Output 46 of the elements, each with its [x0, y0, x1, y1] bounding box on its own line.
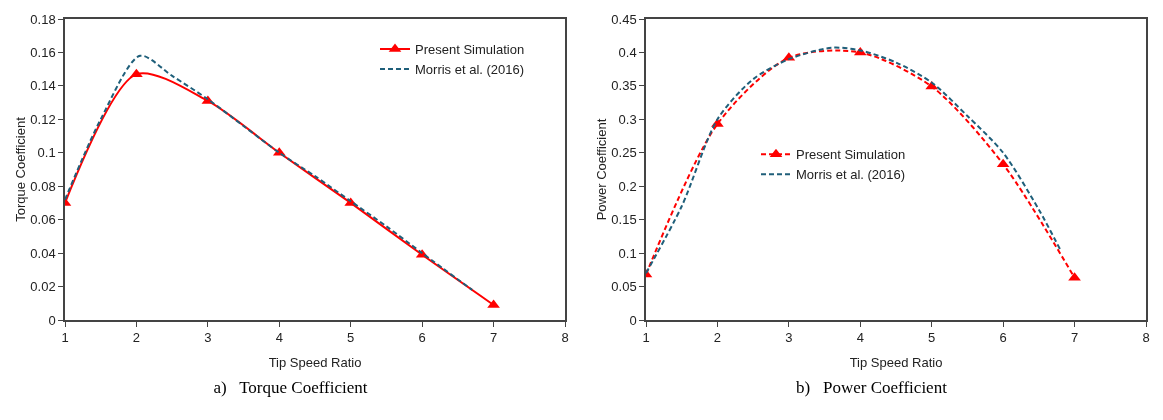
y-tick-label: 0.12: [30, 111, 56, 127]
x-tick-label: 7: [489, 330, 498, 346]
y-tick-label: 0.16: [30, 44, 56, 60]
x-tick-label: 1: [61, 330, 69, 346]
y-tick-label: 0.45: [611, 11, 637, 27]
x-tick-label: 3: [785, 330, 793, 346]
x-tick-label: 8: [561, 330, 569, 346]
y-tick-label: 0.02: [30, 279, 56, 295]
y-tick-label: 0.14: [30, 78, 56, 94]
y-tick-label: 0.1: [37, 145, 56, 161]
x-tick-label: 6: [999, 330, 1007, 346]
x-axis-title: Tip Speed Ratio: [849, 355, 943, 370]
y-tick-label: 0.25: [611, 145, 637, 161]
x-tick-label: 4: [275, 330, 283, 346]
legend-label: Morris et al. (2016): [415, 61, 525, 77]
y-tick-label: 0.4: [618, 44, 637, 60]
x-tick-label: 8: [1142, 330, 1150, 346]
y-axis-title: Torque Coefficient: [13, 116, 29, 222]
y-tick-label: 0.08: [30, 178, 56, 194]
y-tick-label: 0.15: [611, 212, 637, 228]
y-tick-label: 0.1: [618, 245, 637, 261]
x-tick-label: 5: [347, 330, 355, 346]
legend-label: Morris et al. (2016): [796, 167, 906, 183]
x-tick-label: 5: [928, 330, 936, 346]
y-tick-label: 0.05: [611, 279, 637, 295]
x-tick-label: 2: [132, 330, 141, 346]
y-tick-label: 0.2: [618, 178, 637, 194]
y-tick-label: 0.04: [30, 245, 56, 261]
x-tick-label: 7: [1070, 330, 1079, 346]
legend-label: Present Simulation: [415, 42, 525, 58]
y-tick-label: 0.18: [30, 11, 56, 27]
y-tick-label: 0.35: [611, 78, 637, 94]
y-tick-label: 0.06: [30, 212, 56, 228]
y-tick-label: 0: [48, 312, 56, 328]
x-tick-label: 2: [713, 330, 722, 346]
x-tick-label: 4: [856, 330, 864, 346]
x-tick-label: 6: [418, 330, 426, 346]
x-tick-label: 3: [204, 330, 212, 346]
legend-label: Present Simulation: [796, 147, 906, 163]
y-tick-label: 0.3: [618, 111, 637, 127]
text: a) Torque Coefficient: [212, 378, 369, 398]
y-axis-title: Power Coefficient: [594, 118, 610, 221]
text: b) Power Coefficient: [795, 378, 948, 398]
y-tick-label: 0: [629, 312, 637, 328]
x-tick-label: 1: [642, 330, 650, 346]
x-axis-title: Tip Speed Ratio: [268, 355, 362, 370]
